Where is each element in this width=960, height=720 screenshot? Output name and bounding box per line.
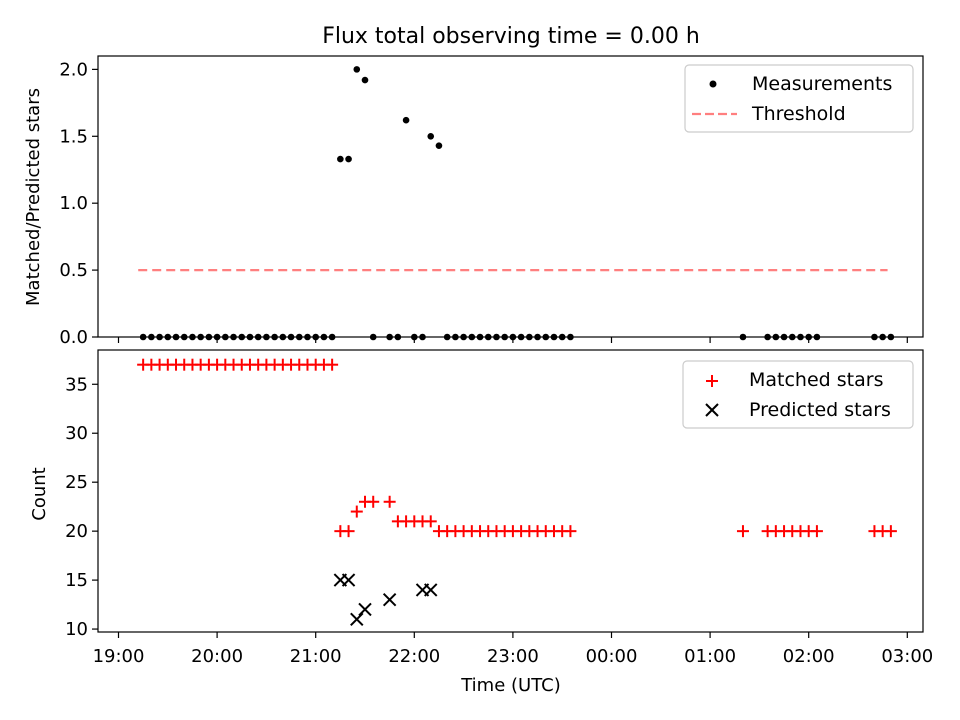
top-legend: Measurements Threshold — [684, 64, 914, 133]
y-tick-label: 2.0 — [59, 59, 88, 80]
figure-title: Flux total observing time = 0.00 h — [322, 24, 700, 49]
predicted-star-point — [341, 573, 356, 587]
matched-star-point — [367, 495, 380, 508]
bottom-plot-area — [137, 358, 897, 626]
legend-predicted-label: Predicted stars — [749, 399, 891, 421]
matched-star-point — [810, 525, 823, 538]
x-tick-label: 20:00 — [191, 646, 243, 667]
y-tick-label: 0.0 — [59, 327, 88, 348]
y-tick-label: 20 — [65, 521, 88, 542]
legend-matched-marker — [706, 375, 718, 387]
y-tick-label: 1.5 — [59, 126, 88, 147]
bottom-y-axis-label: Count — [29, 467, 50, 520]
bottom-y-ticks: 10 15 20 25 30 35 — [65, 374, 98, 640]
x-tick-label: 19:00 — [93, 646, 145, 667]
measurement-point — [427, 132, 435, 140]
matched-star-point — [884, 525, 897, 538]
bottom-legend-box — [682, 360, 914, 429]
x-tick-label: 03:00 — [881, 646, 933, 667]
matched-star-point — [350, 505, 363, 518]
predicted-star-point — [350, 612, 364, 626]
legend-measurements-marker — [709, 80, 717, 88]
top-x-ticks — [117, 337, 908, 343]
x-tick-label: 00:00 — [586, 646, 638, 667]
matched-star-point — [736, 525, 749, 538]
legend-matched-label: Matched stars — [749, 369, 883, 391]
measurement-point — [402, 116, 410, 124]
x-tick-label: 01:00 — [684, 646, 736, 667]
measurement-point — [353, 66, 361, 73]
predicted-star-point — [358, 602, 372, 617]
measurement-point — [345, 155, 352, 163]
top-panel: 0.00.51.01.52.0 Matched/Predicted stars … — [23, 55, 924, 348]
legend-predicted-marker — [705, 403, 719, 417]
bottom-x-ticks: 19:00 20:00 21:00 22:00 23:00 00:00 01:00 02:00… — [93, 632, 933, 667]
measurement-point — [361, 76, 369, 84]
x-tick-label: 23:00 — [487, 646, 539, 667]
y-tick-label: 25 — [65, 472, 88, 493]
x-tick-label: 21:00 — [290, 646, 342, 667]
matched-star-point — [564, 525, 577, 538]
x-tick-label: 02:00 — [783, 646, 835, 667]
x-axis-label: Time (UTC) — [460, 675, 561, 696]
y-tick-label: 15 — [65, 570, 88, 591]
matched-star-point — [342, 525, 355, 538]
measurement-point — [435, 142, 443, 149]
top-y-axis-label: Matched/Predicted stars — [23, 88, 44, 306]
top-legend-box — [684, 64, 914, 133]
y-tick-label: 30 — [65, 423, 88, 444]
legend-measurements-label: Measurements — [752, 73, 892, 95]
top-axes-frame — [97, 55, 924, 338]
measurement-point — [337, 155, 344, 163]
legend-threshold-label: Threshold — [751, 103, 846, 125]
top-y-ticks: 0.0 0.5 1.0 1.5 2.0 — [59, 59, 98, 348]
bottom-axes-frame — [97, 349, 924, 633]
x-tick-label: 22:00 — [388, 646, 440, 667]
matched-star-point — [326, 358, 339, 371]
y-tick-label: 1.0 — [59, 193, 88, 214]
y-tick-label: 35 — [65, 374, 88, 395]
matched-star-point — [424, 515, 437, 528]
y-tick-label: 10 — [65, 619, 88, 640]
y-tick-label: 0.5 — [59, 260, 88, 281]
predicted-star-point — [424, 583, 438, 597]
matched-star-point — [383, 495, 396, 508]
bottom-legend: Matched stars Predicted stars — [682, 360, 914, 429]
bottom-panel: 10 15 20 25 30 35 19:00 20:00 21:00 22:00 23:00 00… — [29, 349, 933, 696]
predicted-star-point — [382, 592, 397, 607]
